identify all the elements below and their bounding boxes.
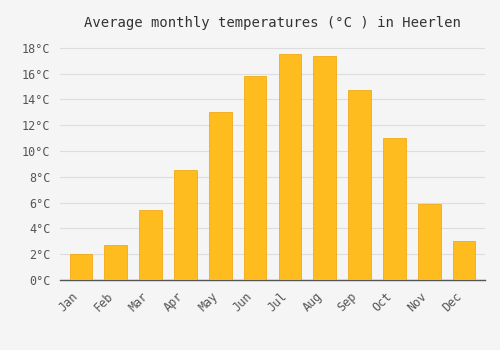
Bar: [244, 76, 266, 280]
Bar: [70, 254, 92, 280]
Bar: [348, 90, 371, 280]
Bar: [174, 170, 197, 280]
Bar: [278, 54, 301, 280]
Title: Average monthly temperatures (°C ) in Heerlen: Average monthly temperatures (°C ) in He…: [84, 16, 461, 30]
Bar: [418, 204, 440, 280]
Bar: [314, 56, 336, 280]
Bar: [104, 245, 127, 280]
Bar: [209, 112, 232, 280]
Bar: [140, 210, 162, 280]
Bar: [453, 241, 475, 280]
Bar: [383, 138, 406, 280]
